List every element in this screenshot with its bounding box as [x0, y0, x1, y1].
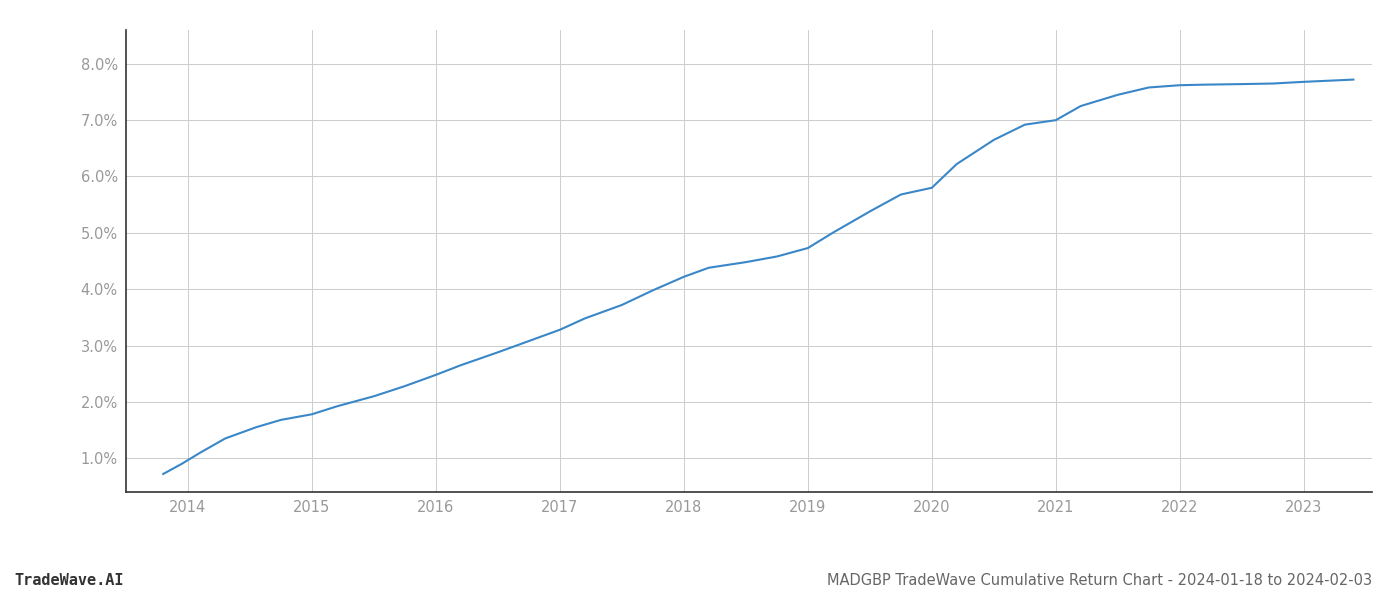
Text: TradeWave.AI: TradeWave.AI: [14, 573, 123, 588]
Text: MADGBP TradeWave Cumulative Return Chart - 2024-01-18 to 2024-02-03: MADGBP TradeWave Cumulative Return Chart…: [827, 573, 1372, 588]
